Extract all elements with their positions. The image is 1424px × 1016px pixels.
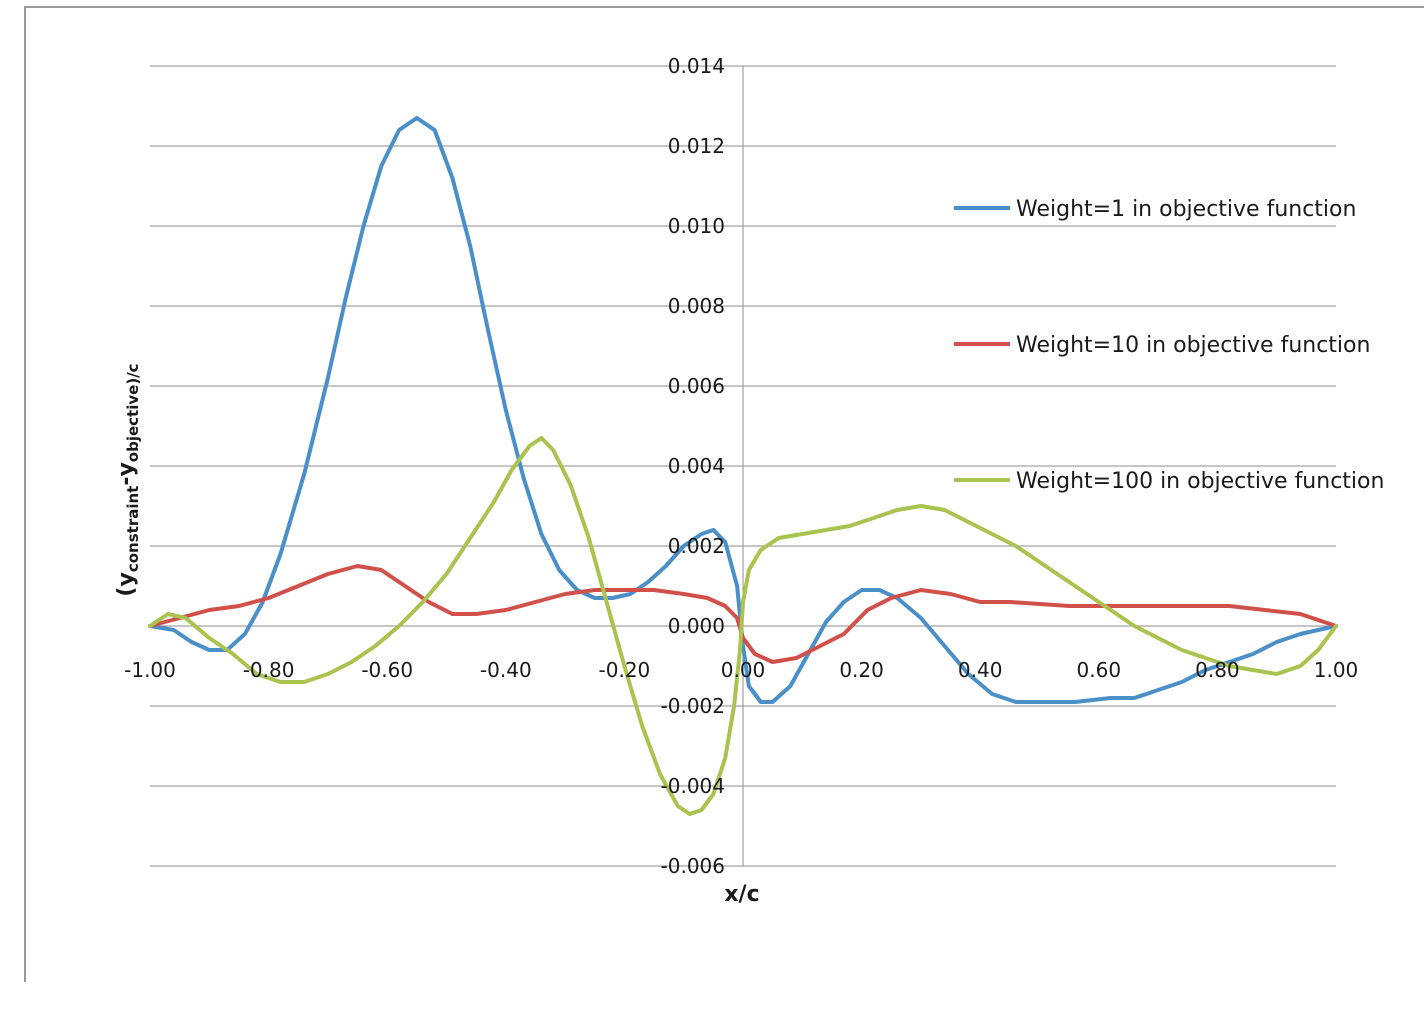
y-tick-label: 0.004 (668, 454, 725, 478)
x-tick-labels: -1.00 -0.80 -0.60 -0.40 -0.20 0.00 0.20 0.40 0.6… (124, 658, 1358, 682)
series-line-2 (148, 564, 1338, 664)
y-tick-label: 0.002 (668, 534, 725, 558)
y-tick-label: 0.006 (668, 374, 725, 398)
y-tick-label: 0.012 (668, 134, 725, 158)
x-tick-label: -0.60 (361, 658, 413, 682)
legend-label: Weight=1 in objective function (1016, 197, 1356, 222)
x-tick-label: -0.40 (480, 658, 532, 682)
y-axis-title-sub-objective: objective (124, 385, 142, 463)
y-tick-label: 0.014 (668, 54, 725, 78)
x-tick-label: 1.00 (1314, 658, 1359, 682)
y-axis-title-prefix: (y (114, 572, 139, 596)
chart-frame: 0.014 0.012 0.010 0.008 0.006 0.004 0.002 0.000… (24, 6, 1424, 982)
x-tick-label: -0.20 (599, 658, 651, 682)
y-axis-title-mid: -y (114, 462, 139, 485)
legend-label: Weight=10 in objective function (1016, 333, 1370, 358)
y-tick-label: 0.008 (668, 294, 725, 318)
y-axis-title-suffix: )/c (124, 363, 142, 384)
y-tick-label: -0.006 (661, 854, 725, 878)
x-tick-label: -0.80 (243, 658, 295, 682)
x-tick-label: -1.00 (124, 658, 176, 682)
x-tick-label: 0.80 (1195, 658, 1240, 682)
series-line-1 (148, 116, 1338, 704)
x-tick-label: 0.00 (721, 658, 766, 682)
series-line-3 (148, 436, 1338, 816)
y-tick-label: 0.010 (668, 214, 725, 238)
x-tick-label: 0.20 (839, 658, 884, 682)
line-chart: 0.0140.0120.0100.0080.0060.0040.0020.000… (114, 54, 1384, 907)
series-lines (148, 116, 1338, 816)
y-tick-label: 0.000 (668, 614, 725, 638)
x-axis-title: x/c (724, 882, 759, 907)
y-tick-labels: 0.014 0.012 0.010 0.008 0.006 0.004 0.002 0.000… (661, 54, 725, 878)
x-tick-label: 0.40 (958, 658, 1003, 682)
y-tick-label: -0.004 (661, 774, 725, 798)
legend: Weight=1 in objective function Weight=10 … (954, 197, 1384, 494)
x-tick-label: 0.60 (1077, 658, 1122, 682)
y-tick-label: -0.002 (661, 694, 725, 718)
y-axis-title-sub-constraint: constraint (124, 486, 142, 572)
legend-label: Weight=100 in objective function (1016, 469, 1384, 494)
y-axis-title: (yconstraint-yobjective)/c (114, 363, 142, 596)
